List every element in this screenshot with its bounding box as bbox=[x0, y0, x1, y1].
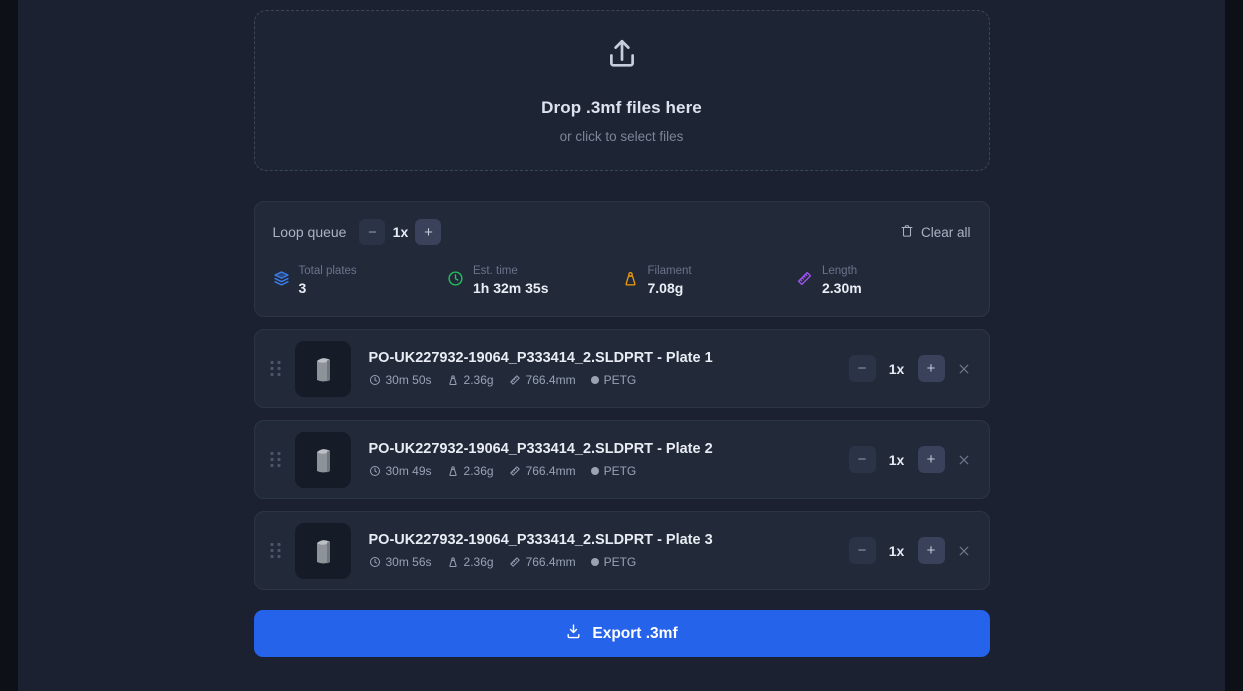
plate-decrement-button[interactable]: − bbox=[848, 355, 876, 382]
plate-weight-value: 2.36g bbox=[463, 555, 494, 569]
plate-time: 30m 56s bbox=[369, 555, 432, 569]
plate-thumbnail bbox=[294, 522, 351, 579]
plate-increment-button[interactable]: + bbox=[917, 355, 945, 382]
stat-label: Filament bbox=[647, 265, 692, 277]
upload-icon bbox=[605, 37, 639, 76]
stat-value: 2.30m bbox=[822, 280, 862, 296]
plate-time-value: 30m 56s bbox=[385, 555, 432, 569]
plate-thumbnail bbox=[294, 340, 351, 397]
plate-actions: − 1x + bbox=[848, 355, 973, 382]
clear-all-button[interactable]: Clear all bbox=[900, 224, 971, 241]
plate-material: PETG bbox=[590, 373, 637, 387]
export-3mf-button[interactable]: Export .3mf bbox=[253, 610, 990, 657]
stat-est-time: Est. time 1h 32m 35s bbox=[447, 264, 622, 298]
plate-meta: 30m 56s 2.36g 766.4mm bbox=[369, 555, 835, 569]
plate-row[interactable]: PO-UK227932-19064_P333414_2.SLDPRT - Pla… bbox=[253, 420, 990, 499]
material-color-dot bbox=[590, 467, 599, 475]
plate-increment-button[interactable]: + bbox=[917, 446, 945, 473]
plate-material: PETG bbox=[590, 464, 637, 478]
plate-quantity-value: 1x bbox=[888, 542, 905, 559]
plate-quantity-value: 1x bbox=[888, 360, 905, 377]
plate-weight-value: 2.36g bbox=[463, 464, 494, 478]
plate-info: PO-UK227932-19064_P333414_2.SLDPRT - Pla… bbox=[369, 441, 835, 478]
plate-info: PO-UK227932-19064_P333414_2.SLDPRT - Pla… bbox=[369, 532, 835, 569]
plate-quantity-value: 1x bbox=[888, 451, 905, 468]
plate-length: 766.4mm bbox=[509, 464, 576, 478]
export-button-label: Export .3mf bbox=[592, 624, 678, 642]
plate-remove-button[interactable] bbox=[955, 453, 973, 467]
loop-increment-button[interactable]: + bbox=[415, 219, 442, 245]
plate-time-value: 30m 50s bbox=[385, 373, 432, 387]
plate-length-value: 766.4mm bbox=[525, 373, 576, 387]
trash-icon bbox=[900, 224, 914, 241]
download-icon bbox=[565, 623, 582, 645]
plate-weight: 2.36g bbox=[447, 555, 494, 569]
plate-length: 766.4mm bbox=[509, 373, 576, 387]
plate-increment-button[interactable]: + bbox=[917, 537, 945, 564]
plate-row[interactable]: PO-UK227932-19064_P333414_2.SLDPRT - Pla… bbox=[253, 329, 990, 408]
plate-material-value: PETG bbox=[603, 373, 637, 387]
plate-weight-value: 2.36g bbox=[463, 373, 494, 387]
plate-remove-button[interactable] bbox=[955, 544, 973, 558]
drag-handle-icon[interactable] bbox=[267, 451, 285, 468]
app-root: Drop .3mf files here or click to select … bbox=[18, 0, 1225, 691]
plate-row[interactable]: PO-UK227932-19064_P333414_2.SLDPRT - Pla… bbox=[253, 511, 990, 590]
ruler-icon bbox=[796, 270, 813, 292]
drag-handle-icon[interactable] bbox=[267, 542, 285, 559]
stat-value: 7.08g bbox=[647, 280, 684, 296]
dropzone-subtitle: or click to select files bbox=[559, 129, 684, 144]
material-color-dot bbox=[590, 558, 599, 566]
plate-title: PO-UK227932-19064_P333414_2.SLDPRT - Pla… bbox=[368, 350, 713, 366]
plate-length-value: 766.4mm bbox=[525, 464, 576, 478]
stat-label: Est. time bbox=[473, 265, 518, 277]
stat-value: 3 bbox=[298, 280, 307, 296]
plate-meta: 30m 50s 2.36g 766.4mm bbox=[369, 373, 835, 387]
plate-actions: − 1x + bbox=[848, 446, 973, 473]
summary-stats: Total plates 3 Est. time 1h 32m 35s bbox=[273, 264, 971, 298]
stat-label: Length bbox=[822, 265, 858, 277]
plate-weight: 2.36g bbox=[447, 464, 494, 478]
plate-meta: 30m 49s 2.36g 766.4mm bbox=[369, 464, 835, 478]
queue-summary-card: Loop queue − 1x + Clear all bbox=[253, 201, 990, 317]
dropzone-title: Drop .3mf files here bbox=[541, 98, 702, 117]
clock-icon bbox=[447, 270, 464, 292]
plate-decrement-button[interactable]: − bbox=[848, 537, 876, 564]
stat-label: Total plates bbox=[298, 265, 357, 277]
plate-title: PO-UK227932-19064_P333414_2.SLDPRT - Pla… bbox=[368, 441, 713, 457]
plate-actions: − 1x + bbox=[848, 537, 973, 564]
plate-material-value: PETG bbox=[603, 464, 637, 478]
stat-total-plates: Total plates 3 bbox=[273, 264, 448, 298]
loop-decrement-button[interactable]: − bbox=[359, 219, 386, 245]
plate-material: PETG bbox=[590, 555, 637, 569]
stat-value: 1h 32m 35s bbox=[473, 280, 549, 296]
loop-queue-label: Loop queue bbox=[272, 224, 347, 240]
weight-icon bbox=[622, 270, 639, 292]
clear-all-label: Clear all bbox=[920, 224, 971, 240]
plate-info: PO-UK227932-19064_P333414_2.SLDPRT - Pla… bbox=[369, 350, 835, 387]
stat-filament: Filament 7.08g bbox=[622, 264, 797, 298]
plate-weight: 2.36g bbox=[447, 373, 494, 387]
plate-decrement-button[interactable]: − bbox=[848, 446, 876, 473]
plate-thumbnail bbox=[294, 431, 351, 488]
plate-material-value: PETG bbox=[603, 555, 637, 569]
plate-remove-button[interactable] bbox=[955, 362, 973, 376]
stat-length: Length 2.30m bbox=[796, 264, 971, 298]
plate-time: 30m 49s bbox=[369, 464, 432, 478]
content-column: Drop .3mf files here or click to select … bbox=[253, 0, 990, 657]
plate-length: 766.4mm bbox=[509, 555, 576, 569]
plate-time-value: 30m 49s bbox=[385, 464, 432, 478]
material-color-dot bbox=[590, 376, 599, 384]
layers-icon bbox=[273, 270, 290, 292]
plate-time: 30m 50s bbox=[369, 373, 432, 387]
file-dropzone[interactable]: Drop .3mf files here or click to select … bbox=[253, 10, 990, 171]
plate-title: PO-UK227932-19064_P333414_2.SLDPRT - Pla… bbox=[368, 532, 713, 548]
loop-quantity-value: 1x bbox=[392, 224, 409, 240]
drag-handle-icon[interactable] bbox=[267, 360, 285, 377]
queue-summary-header: Loop queue − 1x + Clear all bbox=[273, 218, 971, 246]
plate-length-value: 766.4mm bbox=[525, 555, 576, 569]
